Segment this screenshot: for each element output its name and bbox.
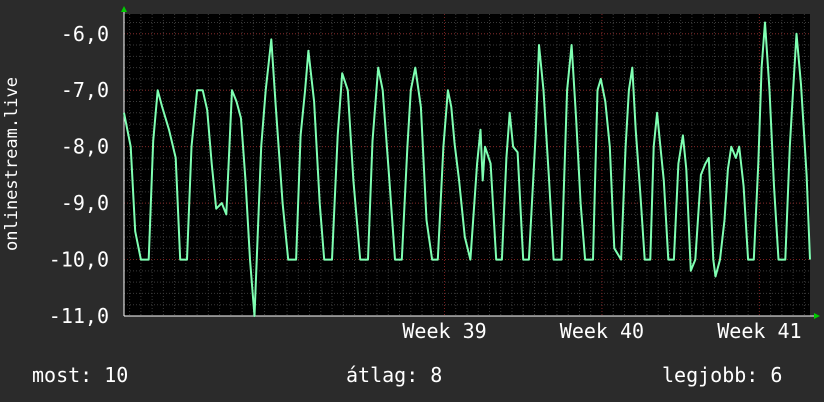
- x-axis-arrow: [814, 313, 820, 319]
- series-layer: [123, 21, 811, 317]
- x-tick-label: Week 40: [560, 319, 644, 343]
- average-value-stat: átlag: 8: [346, 363, 443, 387]
- series-line-0: [123, 21, 811, 317]
- y-tick-labels: -6,0 -7,0 -8,0 -9,0 -10,0 -11,0: [49, 22, 109, 328]
- y-axis-arrow: [121, 6, 127, 12]
- x-tick-label: Week 41: [717, 319, 801, 343]
- y-tick-label: -8,0: [61, 135, 109, 159]
- y-tick-label: -10,0: [49, 248, 109, 272]
- y-tick-label: -9,0: [61, 191, 109, 215]
- current-value-stat: most: 10: [32, 363, 129, 387]
- y-tick-label: -7,0: [61, 78, 109, 102]
- x-tick-label: Week 39: [402, 319, 486, 343]
- y-tick-label: -11,0: [49, 304, 109, 328]
- best-value-stat: legjobb: 6: [662, 363, 783, 387]
- axes: [121, 6, 820, 319]
- y-tick-label: -6,0: [61, 22, 109, 46]
